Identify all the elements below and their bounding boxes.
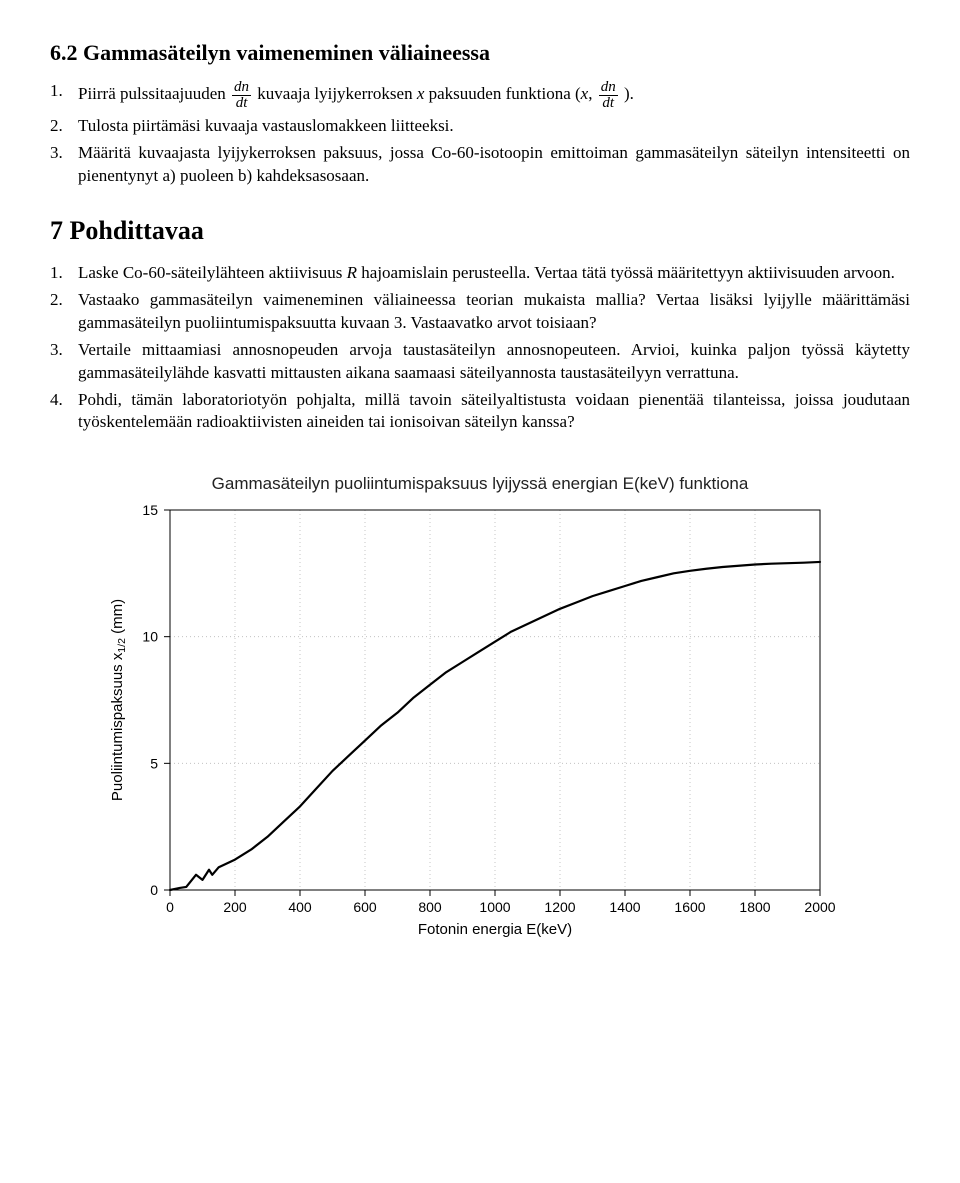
list-item: 2.Vastaako gammasäteilyn vaimeneminen vä… [78, 289, 910, 335]
section-6-2-heading: 6.2 Gammasäteilyn vaimeneminen väliainee… [50, 40, 910, 66]
svg-text:0: 0 [166, 899, 174, 915]
chart-title: Gammasäteilyn puoliintumispaksuus lyijys… [100, 474, 860, 494]
svg-text:Puoliintumispaksuus x1/2: Puoliintumispaksuus x1/2 (mm) [109, 599, 128, 801]
list-item-text: Tulosta piirtämäsi kuvaaja vastauslomakk… [78, 116, 454, 135]
list-item: 3.Vertaile mittaamiasi annosnopeuden arv… [78, 339, 910, 385]
svg-text:2000: 2000 [804, 899, 835, 915]
svg-text:1600: 1600 [674, 899, 705, 915]
list-item-text: Piirrä pulssitaajuuden dndt kuvaaja lyij… [78, 84, 634, 103]
list-item: 3.Määritä kuvaajasta lyijykerroksen paks… [78, 142, 910, 188]
chart-container: Gammasäteilyn puoliintumispaksuus lyijys… [100, 474, 860, 940]
list-item-text: Laske Co-60-säteilylähteen aktiivisuus R… [78, 263, 895, 282]
list-item-text: Pohdi, tämän laboratoriotyön pohjalta, m… [78, 390, 910, 432]
list-item: 1.Piirrä pulssitaajuuden dndt kuvaaja ly… [78, 80, 910, 111]
list-item: 2.Tulosta piirtämäsi kuvaaja vastausloma… [78, 115, 910, 138]
section-7-heading: 7 Pohdittavaa [50, 216, 910, 246]
svg-text:800: 800 [418, 899, 442, 915]
svg-text:1200: 1200 [544, 899, 575, 915]
svg-text:1000: 1000 [479, 899, 510, 915]
svg-text:1400: 1400 [609, 899, 640, 915]
section-7-list: 1.Laske Co-60-säteilylähteen aktiivisuus… [50, 262, 910, 435]
svg-text:1800: 1800 [739, 899, 770, 915]
list-item: 1.Laske Co-60-säteilylähteen aktiivisuus… [78, 262, 910, 285]
svg-text:0: 0 [150, 882, 158, 898]
svg-text:400: 400 [288, 899, 312, 915]
section-6-2-list: 1.Piirrä pulssitaajuuden dndt kuvaaja ly… [50, 80, 910, 188]
svg-text:5: 5 [150, 756, 158, 772]
svg-text:15: 15 [142, 502, 158, 518]
svg-text:600: 600 [353, 899, 377, 915]
line-chart: 0 200 400 600 800 1000 1200 1400 1600 1800 2000 0 5 1… [100, 500, 840, 940]
list-item-text: Määritä kuvaajasta lyijykerroksen paksuu… [78, 143, 910, 185]
list-item: 4.Pohdi, tämän laboratoriotyön pohjalta,… [78, 389, 910, 435]
list-item-text: Vastaako gammasäteilyn vaimeneminen väli… [78, 290, 910, 332]
svg-text:Fotonin energia E(keV): Fotonin energia E(keV) [418, 921, 572, 938]
list-item-text: Vertaile mittaamiasi annosnopeuden arvoj… [78, 340, 910, 382]
svg-text:200: 200 [223, 899, 247, 915]
svg-text:10: 10 [142, 629, 158, 645]
